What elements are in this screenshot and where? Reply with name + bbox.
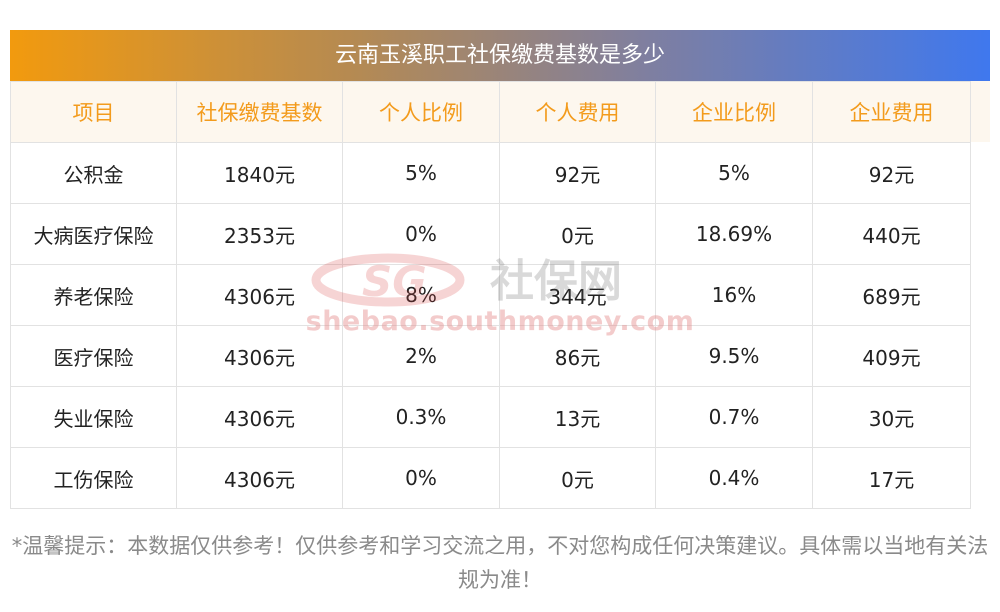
column-header-personal-rate: 个人比例 [342,81,500,143]
cell-personal-fee: 0元 [499,203,656,265]
cell-personal-rate: 8% [342,264,500,326]
column-header-company-rate: 企业比例 [655,81,813,143]
social-security-table: 项目 社保缴费基数 个人比例 个人费用 企业比例 企业费用 公积金 1840元 … [10,81,971,509]
cell-company-fee: 30元 [812,386,971,448]
cell-company-rate: 5% [655,142,813,204]
header-filler [970,81,990,142]
cell-company-rate: 0.7% [655,386,813,448]
table-header-row: 项目 社保缴费基数 个人比例 个人费用 企业比例 企业费用 [10,81,971,143]
cell-personal-rate: 0.3% [342,386,500,448]
cell-company-fee: 17元 [812,447,971,509]
table-row: 医疗保险 4306元 2% 86元 9.5% 409元 [10,325,971,387]
cell-base: 2353元 [176,203,343,265]
table-title: 云南玉溪职工社保缴费基数是多少 [10,30,990,81]
cell-company-fee: 409元 [812,325,971,387]
cell-item: 大病医疗保险 [10,203,177,265]
cell-item: 公积金 [10,142,177,204]
table-row: 工伤保险 4306元 0% 0元 0.4% 17元 [10,447,971,509]
cell-base: 4306元 [176,386,343,448]
cell-company-rate: 0.4% [655,447,813,509]
table-row: 公积金 1840元 5% 92元 5% 92元 [10,142,971,204]
table-row: 养老保险 4306元 8% 344元 16% 689元 [10,264,971,326]
cell-personal-fee: 0元 [499,447,656,509]
table-row: 大病医疗保险 2353元 0% 0元 18.69% 440元 [10,203,971,265]
cell-personal-rate: 2% [342,325,500,387]
cell-company-rate: 18.69% [655,203,813,265]
cell-base: 4306元 [176,325,343,387]
cell-company-rate: 16% [655,264,813,326]
cell-item: 失业保险 [10,386,177,448]
cell-item: 医疗保险 [10,325,177,387]
cell-personal-rate: 0% [342,203,500,265]
column-header-personal-fee: 个人费用 [499,81,656,143]
cell-company-fee: 440元 [812,203,971,265]
table-row: 失业保险 4306元 0.3% 13元 0.7% 30元 [10,386,971,448]
cell-item: 养老保险 [10,264,177,326]
column-header-item: 项目 [10,81,177,143]
cell-base: 4306元 [176,447,343,509]
column-header-company-fee: 企业费用 [812,81,971,143]
cell-personal-fee: 13元 [499,386,656,448]
cell-personal-fee: 86元 [499,325,656,387]
column-header-base: 社保缴费基数 [176,81,343,143]
cell-personal-rate: 5% [342,142,500,204]
cell-base: 1840元 [176,142,343,204]
cell-company-fee: 92元 [812,142,971,204]
cell-company-rate: 9.5% [655,325,813,387]
cell-personal-fee: 92元 [499,142,656,204]
cell-company-fee: 689元 [812,264,971,326]
cell-base: 4306元 [176,264,343,326]
cell-personal-rate: 0% [342,447,500,509]
cell-item: 工伤保险 [10,447,177,509]
disclaimer-notice: *温馨提示：本数据仅供参考！仅供参考和学习交流之用，不对您构成任何决策建议。具体… [11,534,989,592]
cell-personal-fee: 344元 [499,264,656,326]
